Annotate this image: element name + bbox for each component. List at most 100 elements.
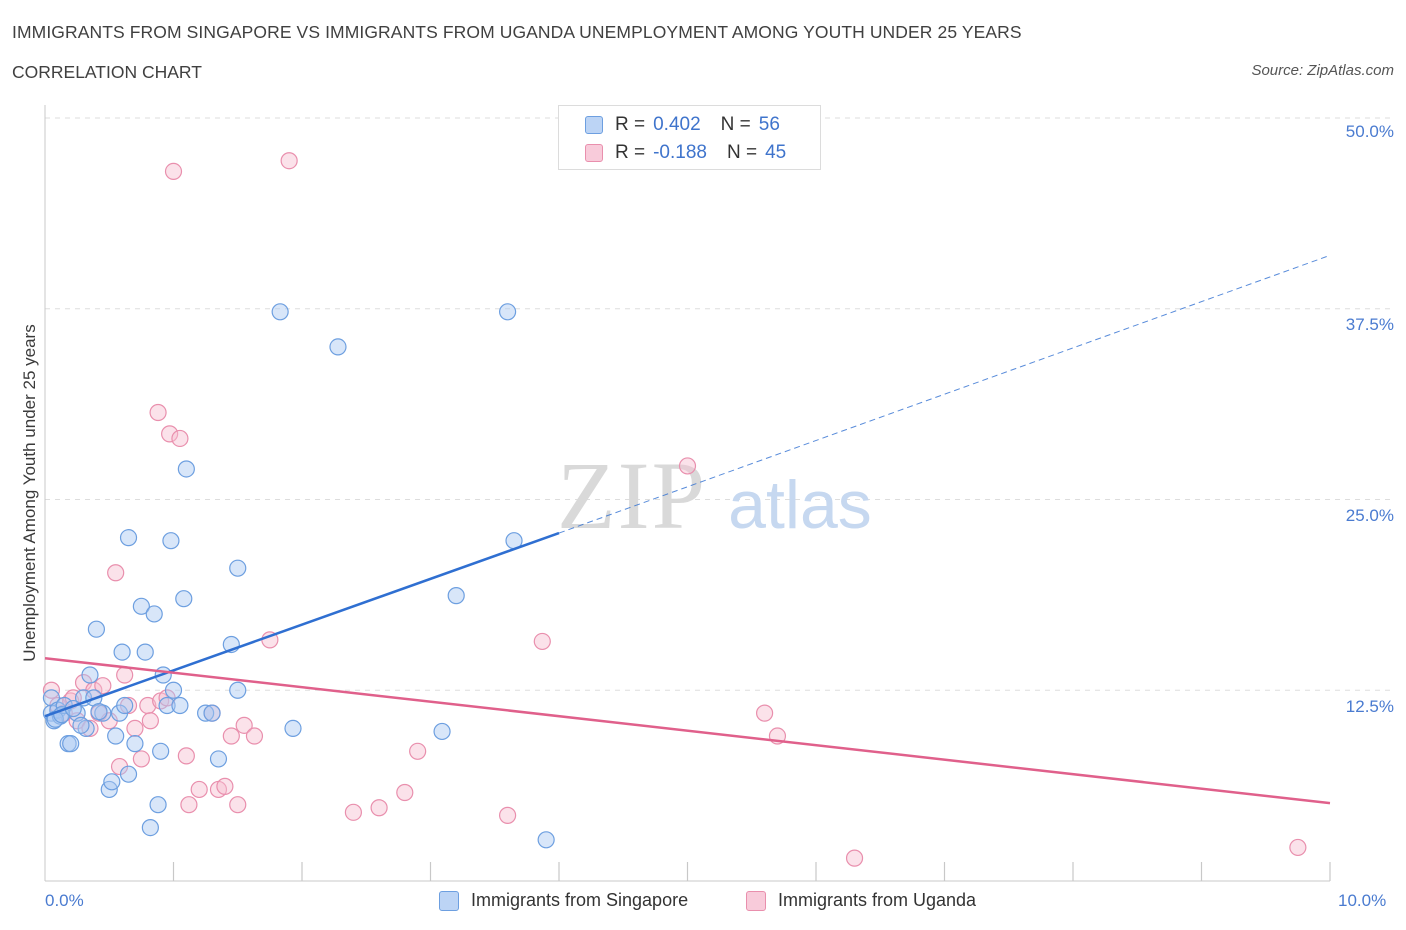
singapore-point xyxy=(77,719,95,738)
uganda-point xyxy=(149,403,167,422)
singapore-point xyxy=(271,303,289,321)
uganda-point xyxy=(116,666,134,684)
uganda-swatch xyxy=(585,144,603,162)
r-value: -0.188 xyxy=(653,142,707,163)
singapore-point xyxy=(136,643,154,661)
y-tick-label: 37.5% xyxy=(1345,315,1394,334)
uganda-point xyxy=(180,796,198,814)
grid-lines xyxy=(45,117,1390,691)
singapore-point xyxy=(197,704,215,722)
singapore-point xyxy=(113,643,131,661)
n-label: N = xyxy=(720,114,751,135)
singapore-point xyxy=(132,597,150,615)
uganda-point xyxy=(533,632,551,651)
singapore-point xyxy=(141,818,159,837)
uganda-point xyxy=(107,564,125,582)
singapore-legend-label: Immigrants from Singapore xyxy=(471,890,689,910)
singapore-legend-swatch xyxy=(439,890,459,911)
singapore-point xyxy=(62,735,80,753)
y-tick-label: 25.0% xyxy=(1345,506,1394,525)
stats-legend: R = 0.402 N = 56 R = -0.188 N = 45 xyxy=(558,105,821,170)
singapore-point xyxy=(81,666,99,684)
uganda-point xyxy=(1289,838,1307,857)
uganda-trend-line xyxy=(44,656,1331,805)
n-label: N = xyxy=(726,142,758,163)
legend-row-singapore: R = 0.402 N = 56 xyxy=(585,113,780,137)
singapore-point xyxy=(229,681,247,699)
singapore-point xyxy=(103,773,121,791)
watermark: ZIP atlas xyxy=(557,442,872,549)
singapore-point xyxy=(203,704,221,722)
singapore-point xyxy=(162,532,180,550)
uganda-point xyxy=(141,712,159,730)
singapore-point xyxy=(72,716,90,734)
uganda-point xyxy=(164,162,183,181)
y-tick-label: 50.0% xyxy=(1345,122,1394,141)
uganda-point xyxy=(190,780,208,799)
r-label: R = xyxy=(615,114,646,135)
series-singapore-points xyxy=(42,303,555,849)
source-label: Source: ZipAtlas.com xyxy=(1251,62,1394,79)
n-value: 45 xyxy=(765,142,787,163)
uganda-point xyxy=(132,750,150,768)
singapore-point xyxy=(107,727,125,745)
bottom-legend-singapore: Immigrants from Singapore xyxy=(439,890,688,911)
x-tick-label: 0.0% xyxy=(45,891,84,910)
singapore-point xyxy=(447,587,465,605)
singapore-point xyxy=(499,303,517,321)
singapore-trend-extension xyxy=(558,254,1331,534)
uganda-point xyxy=(222,727,240,745)
uganda-point xyxy=(499,806,517,824)
singapore-point xyxy=(116,696,134,715)
uganda-point xyxy=(126,719,144,738)
watermark-atlas: atlas xyxy=(728,467,872,543)
singapore-point xyxy=(126,735,144,753)
uganda-point xyxy=(280,152,298,170)
uganda-point xyxy=(245,727,264,745)
singapore-point xyxy=(149,796,167,814)
y-axis-label: Unemployment Among Youth under 25 years xyxy=(20,324,39,662)
chart-subtitle: CORRELATION CHART xyxy=(12,62,202,82)
bottom-legend-uganda: Immigrants from Uganda xyxy=(746,890,976,911)
uganda-point xyxy=(396,783,414,802)
singapore-point xyxy=(119,529,138,547)
singapore-point xyxy=(177,460,195,478)
uganda-point xyxy=(370,799,388,817)
singapore-point xyxy=(329,338,347,356)
singapore-point xyxy=(145,605,163,623)
singapore-point xyxy=(175,590,193,608)
singapore-point xyxy=(229,559,247,577)
r-value: 0.402 xyxy=(653,114,701,135)
singapore-point xyxy=(87,620,106,638)
y-tick-label: 12.5% xyxy=(1345,697,1394,716)
series-uganda-points xyxy=(42,152,1307,867)
uganda-point xyxy=(344,803,362,821)
uganda-point xyxy=(678,457,697,475)
singapore-point xyxy=(433,722,451,741)
singapore-point xyxy=(119,765,138,783)
singapore-point xyxy=(537,831,555,849)
uganda-point xyxy=(177,747,195,765)
uganda-point xyxy=(216,777,234,795)
watermark-zip: ZIP xyxy=(557,442,707,549)
x-tick-label: 10.0% xyxy=(1338,891,1387,910)
uganda-point xyxy=(81,719,99,738)
singapore-point xyxy=(171,696,189,715)
uganda-point xyxy=(171,429,189,448)
singapore-point xyxy=(164,681,183,699)
singapore-trend-line xyxy=(44,531,560,718)
uganda-point xyxy=(94,677,112,695)
uganda-legend-swatch xyxy=(746,890,766,911)
uganda-point xyxy=(845,849,864,867)
singapore-point xyxy=(158,696,176,715)
uganda-point xyxy=(235,716,253,734)
singapore-point xyxy=(284,719,302,738)
uganda-point xyxy=(409,742,427,760)
n-value: 56 xyxy=(758,114,780,135)
singapore-point xyxy=(90,703,108,721)
chart-title: IMMIGRANTS FROM SINGAPORE VS IMMIGRANTS … xyxy=(12,22,1022,42)
uganda-point xyxy=(161,425,179,443)
r-label: R = xyxy=(615,142,646,163)
singapore-point xyxy=(152,742,170,760)
